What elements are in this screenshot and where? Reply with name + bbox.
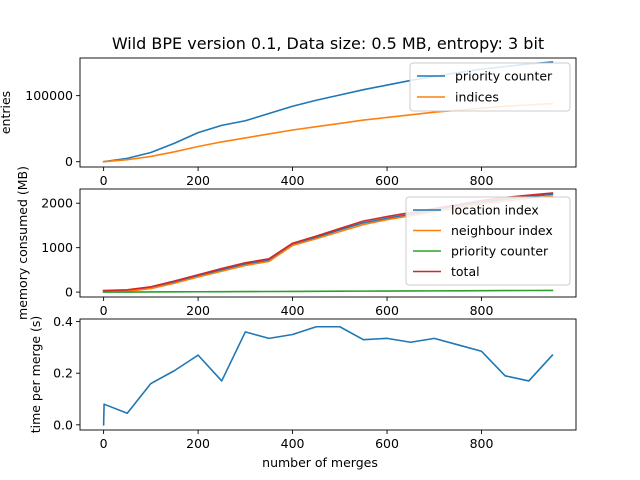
legend: priority counter indices xyxy=(409,62,571,112)
legend-label: total xyxy=(451,264,480,279)
x-tick-label: 800 xyxy=(470,436,494,451)
x-tick-label: 600 xyxy=(375,436,399,451)
x-tick-label: 200 xyxy=(186,436,210,451)
y-tick-label: 2000 xyxy=(41,196,73,211)
x-tick-label: 0 xyxy=(100,303,108,318)
panel-time: 0 200 400 600 800 0.0 0.2 0.4 time per merge (s)… xyxy=(28,314,577,470)
x-tick-label: 800 xyxy=(470,173,494,188)
legend-label: priority counter xyxy=(451,244,549,259)
x-tick-label: 200 xyxy=(186,173,210,188)
x-tick-label: 400 xyxy=(281,436,305,451)
x-tick-label: 600 xyxy=(375,173,399,188)
y-tick-label: 100000 xyxy=(25,88,73,103)
axes-frame xyxy=(79,188,577,298)
y-axis-label: time per merge (s) xyxy=(28,316,43,434)
series-line-time-per-merge xyxy=(102,325,554,426)
legend-label: location index xyxy=(451,203,539,218)
axes-frame xyxy=(79,57,577,168)
y-tick-label: 0 xyxy=(65,285,73,300)
x-axis-label: number of merges xyxy=(262,455,378,470)
legend-box xyxy=(409,62,571,112)
y-tick-label: 0.4 xyxy=(53,314,73,329)
y-axis-label: entries xyxy=(0,91,13,134)
x-tick-label: 0 xyxy=(100,173,108,188)
legend-label: priority counter xyxy=(455,69,553,84)
legend-box xyxy=(405,196,571,286)
y-tick-label: 0.0 xyxy=(53,417,73,432)
x-tick-label: 600 xyxy=(375,303,399,318)
legend-label: neighbour index xyxy=(451,223,553,238)
y-tick-label: 0 xyxy=(65,154,73,169)
x-tick-label: 0 xyxy=(100,436,108,451)
legend-label: indices xyxy=(455,90,499,105)
legend: location index neighbour index priority co… xyxy=(405,196,571,286)
y-axis-label: memory consumed (MB) xyxy=(15,166,30,320)
x-tick-label: 400 xyxy=(281,303,305,318)
x-tick-label: 800 xyxy=(470,303,494,318)
x-tick-label: 200 xyxy=(186,303,210,318)
y-tick-label: 0.2 xyxy=(53,366,73,381)
panel-entries: 0 200 400 600 800 0 100000 entries priority coun… xyxy=(0,57,577,188)
axes-frame xyxy=(79,318,577,431)
series-line-priority-counter xyxy=(102,289,554,293)
x-tick-label: 400 xyxy=(281,173,305,188)
y-tick-label: 1000 xyxy=(41,240,73,255)
figure-title: Wild BPE version 0.1, Data size: 0.5 MB,… xyxy=(112,34,544,53)
